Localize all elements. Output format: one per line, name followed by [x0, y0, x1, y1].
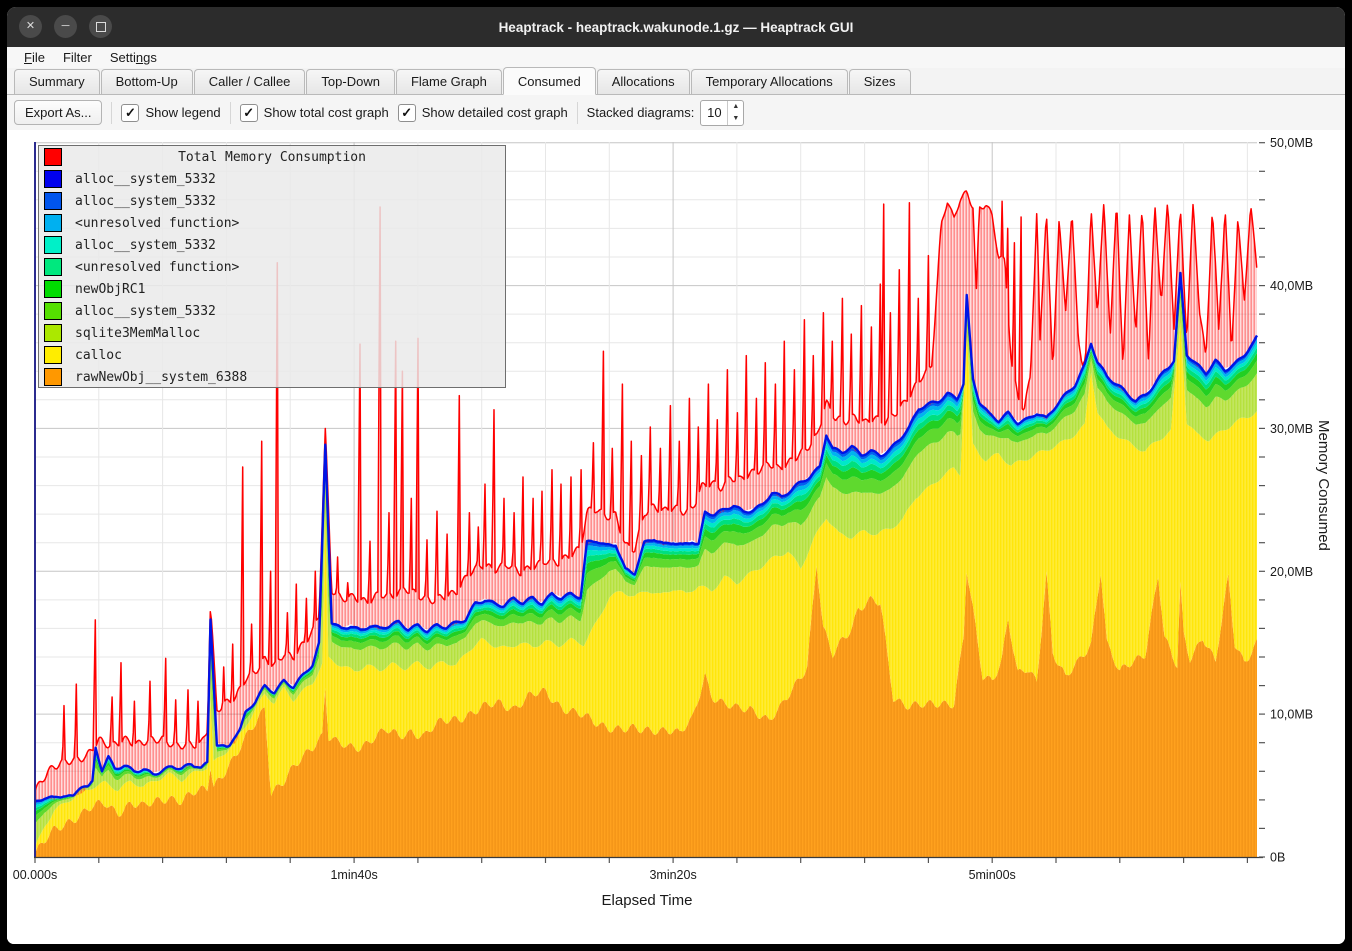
legend-label: alloc__system_5332 — [75, 193, 216, 209]
show-total-cost-checkbox[interactable]: ✓ Show total cost graph — [239, 103, 389, 122]
show-detailed-cost-checkbox[interactable]: ✓ Show detailed cost graph — [397, 103, 568, 122]
tab-bar: Summary Bottom-Up Caller / Callee Top-Do… — [7, 67, 1345, 95]
window-controls: ✕ ─ — [19, 15, 112, 38]
tab-temporary-allocations[interactable]: Temporary Allocations — [690, 69, 848, 94]
legend-swatch-icon — [44, 346, 62, 364]
legend-swatch-icon — [44, 324, 62, 342]
legend-label: rawNewObj__system_6388 — [75, 369, 248, 385]
legend-swatch-icon — [44, 302, 62, 320]
legend-item-3: alloc__system_5332 — [39, 234, 505, 256]
show-legend-checkbox[interactable]: ✓ Show legend — [121, 103, 221, 122]
legend-swatch-icon — [44, 280, 62, 298]
svg-text:10,0MB: 10,0MB — [1270, 708, 1313, 722]
svg-text:0B: 0B — [1270, 851, 1285, 865]
heaptrack-window: ✕ ─ Heaptrack - heaptrack.wakunode.1.gz … — [7, 7, 1345, 944]
legend-label: <unresolved function> — [75, 215, 240, 231]
stacked-diagrams-spinbox[interactable]: 10 ▲ ▼ — [700, 99, 745, 126]
legend-item-9: rawNewObj__system_6388 — [39, 366, 505, 387]
tab-allocations[interactable]: Allocations — [596, 69, 690, 94]
legend-item-0: alloc__system_5332 — [39, 168, 505, 190]
legend-item-4: <unresolved function> — [39, 256, 505, 278]
close-icon[interactable]: ✕ — [19, 15, 42, 38]
tab-caller-callee[interactable]: Caller / Callee — [193, 69, 306, 94]
spin-down-icon[interactable]: ▼ — [732, 115, 740, 122]
legend-label: alloc__system_5332 — [75, 237, 216, 253]
toolbar-separator — [576, 101, 578, 124]
legend-swatch-icon — [44, 258, 62, 276]
chart-area: 00.000s 1min40s 3min20s 5min00s 0B 10,0MB 20,0… — [7, 130, 1345, 944]
legend-label: <unresolved function> — [75, 259, 240, 275]
tab-sizes[interactable]: Sizes — [848, 69, 911, 94]
tab-summary[interactable]: Summary — [14, 69, 100, 94]
legend-label: alloc__system_5332 — [75, 303, 216, 319]
checkmark-icon[interactable]: ✓ — [239, 103, 258, 122]
x-axis-title: Elapsed Time — [601, 892, 693, 909]
show-legend-label: Show legend — [145, 105, 221, 120]
legend-swatch-icon — [44, 214, 62, 232]
toolbar-separator — [229, 101, 231, 124]
show-total-cost-label: Show total cost graph — [263, 105, 389, 120]
maximize-icon[interactable] — [89, 15, 112, 38]
svg-text:50,0MB: 50,0MB — [1270, 136, 1313, 150]
stacked-diagrams-value[interactable]: 10 — [707, 105, 722, 120]
legend-swatch-icon — [44, 236, 62, 254]
legend-label: newObjRC1 — [75, 281, 146, 297]
minimize-icon[interactable]: ─ — [54, 15, 77, 38]
legend-item-7: sqlite3MemMalloc — [39, 322, 505, 344]
legend-swatch-icon — [44, 192, 62, 210]
menu-file[interactable]: File — [24, 50, 45, 65]
svg-text:30,0MB: 30,0MB — [1270, 422, 1313, 436]
legend-swatch-icon — [44, 148, 62, 166]
stacked-diagrams-control: Stacked diagrams: 10 ▲ ▼ — [586, 99, 745, 126]
legend-item-6: alloc__system_5332 — [39, 300, 505, 322]
legend-label: alloc__system_5332 — [75, 171, 216, 187]
toolbar-separator — [111, 101, 113, 124]
tab-consumed[interactable]: Consumed — [502, 67, 596, 95]
svg-text:40,0MB: 40,0MB — [1270, 279, 1313, 293]
tab-top-down[interactable]: Top-Down — [306, 69, 395, 94]
legend-label: Total Memory Consumption — [178, 149, 366, 165]
svg-text:20,0MB: 20,0MB — [1270, 565, 1313, 579]
checkmark-icon[interactable]: ✓ — [397, 103, 416, 122]
legend-item-total: Total Memory Consumption — [39, 146, 505, 168]
legend-item-1: alloc__system_5332 — [39, 190, 505, 212]
legend-item-2: <unresolved function> — [39, 212, 505, 234]
window-title: Heaptrack - heaptrack.wakunode.1.gz — He… — [498, 19, 854, 35]
y-axis-title: Memory Consumed — [1315, 420, 1332, 551]
svg-text:3min20s: 3min20s — [649, 868, 696, 882]
menu-settings[interactable]: Settings — [109, 50, 157, 65]
toolbar: Export As... ✓ Show legend ✓ Show total … — [7, 95, 1345, 130]
memory-consumption-chart: 00.000s 1min40s 3min20s 5min00s 0B 10,0MB 20,0… — [13, 136, 1313, 882]
title-bar: ✕ ─ Heaptrack - heaptrack.wakunode.1.gz … — [7, 7, 1345, 47]
export-as-button[interactable]: Export As... — [14, 100, 103, 125]
legend-swatch-icon — [44, 170, 62, 188]
checkmark-icon[interactable]: ✓ — [121, 103, 140, 122]
legend-swatch-icon — [44, 368, 62, 386]
spin-up-icon[interactable]: ▲ — [732, 103, 740, 110]
svg-text:5min00s: 5min00s — [969, 868, 1016, 882]
legend-item-8: calloc — [39, 344, 505, 366]
tab-bottom-up[interactable]: Bottom-Up — [100, 69, 193, 94]
stacked-diagrams-label: Stacked diagrams: — [586, 105, 695, 120]
tab-flame-graph[interactable]: Flame Graph — [395, 69, 502, 94]
svg-text:1min40s: 1min40s — [330, 868, 377, 882]
show-detailed-cost-label: Show detailed cost graph — [421, 105, 568, 120]
svg-text:00.000s: 00.000s — [13, 868, 57, 882]
legend-item-5: newObjRC1 — [39, 278, 505, 300]
legend-label: sqlite3MemMalloc — [75, 325, 201, 341]
legend-label: calloc — [75, 347, 122, 363]
chart-legend: Total Memory Consumption alloc__system_53… — [38, 145, 506, 388]
menu-filter[interactable]: Filter — [62, 50, 92, 65]
menu-bar: File Filter Settings — [7, 47, 1345, 68]
